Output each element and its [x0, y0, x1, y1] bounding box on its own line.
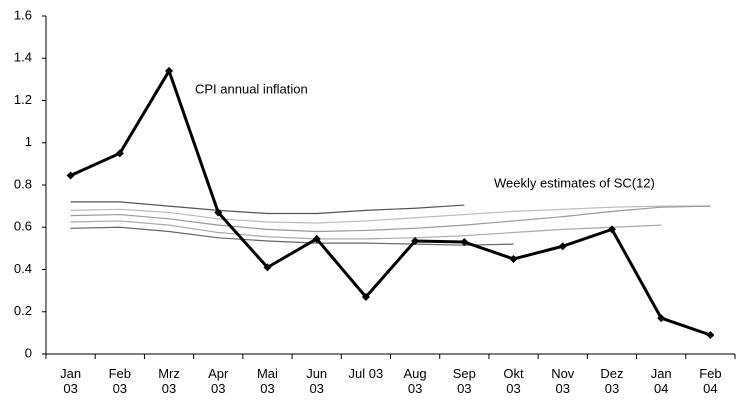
x-tick-label: Feb 04 — [699, 366, 722, 396]
x-tick-label: Feb 03 — [108, 366, 132, 396]
series-line — [70, 205, 711, 233]
series-line — [70, 201, 465, 215]
y-tick-label: 0.4 — [14, 261, 32, 276]
marker — [607, 225, 616, 234]
x-tick-label: Aug 03 — [403, 366, 427, 396]
y-tick-label: 0.8 — [14, 176, 32, 191]
marker — [115, 149, 124, 158]
marker — [165, 66, 174, 75]
y-tick-label: 0.6 — [14, 219, 32, 234]
x-tick-label: Dez 03 — [600, 366, 624, 396]
series-line — [70, 226, 514, 246]
marker — [706, 330, 715, 339]
marker — [263, 263, 272, 272]
marker — [509, 254, 518, 263]
series-line — [70, 205, 711, 224]
marker — [312, 234, 321, 243]
marker — [411, 236, 420, 245]
y-tick-label: 1.2 — [14, 92, 32, 107]
series-line — [70, 220, 662, 240]
marker — [361, 292, 370, 301]
x-tick-label: Jan 04 — [650, 366, 672, 396]
y-tick-label: 0.2 — [14, 303, 32, 318]
marker — [657, 314, 666, 323]
y-tick-label: 0 — [25, 345, 32, 360]
x-tick-label: Apr 03 — [208, 366, 229, 396]
annotation: CPI annual inflation — [195, 81, 308, 96]
marker — [460, 238, 469, 247]
x-tick-label: Mrz 03 — [158, 366, 180, 396]
x-tick-label: Mai 03 — [256, 366, 278, 396]
annotation: Weekly estimates of SC(12) — [494, 175, 655, 190]
x-tick-label: Sep 03 — [452, 366, 476, 396]
series-line — [69, 69, 711, 337]
x-tick-label: Jan 03 — [60, 366, 82, 396]
x-tick-label: Okt 03 — [503, 366, 524, 396]
x-tick-label: Jun 03 — [306, 366, 328, 396]
marker — [66, 171, 75, 180]
y-tick-label: 1 — [25, 134, 32, 149]
y-tick-label: 1.4 — [14, 50, 32, 65]
marker — [214, 208, 223, 217]
x-tick-label: Nov 03 — [551, 366, 575, 396]
x-tick-label: Jul 03 — [348, 366, 384, 381]
y-tick-label: 1.6 — [14, 7, 32, 22]
marker — [558, 242, 567, 251]
